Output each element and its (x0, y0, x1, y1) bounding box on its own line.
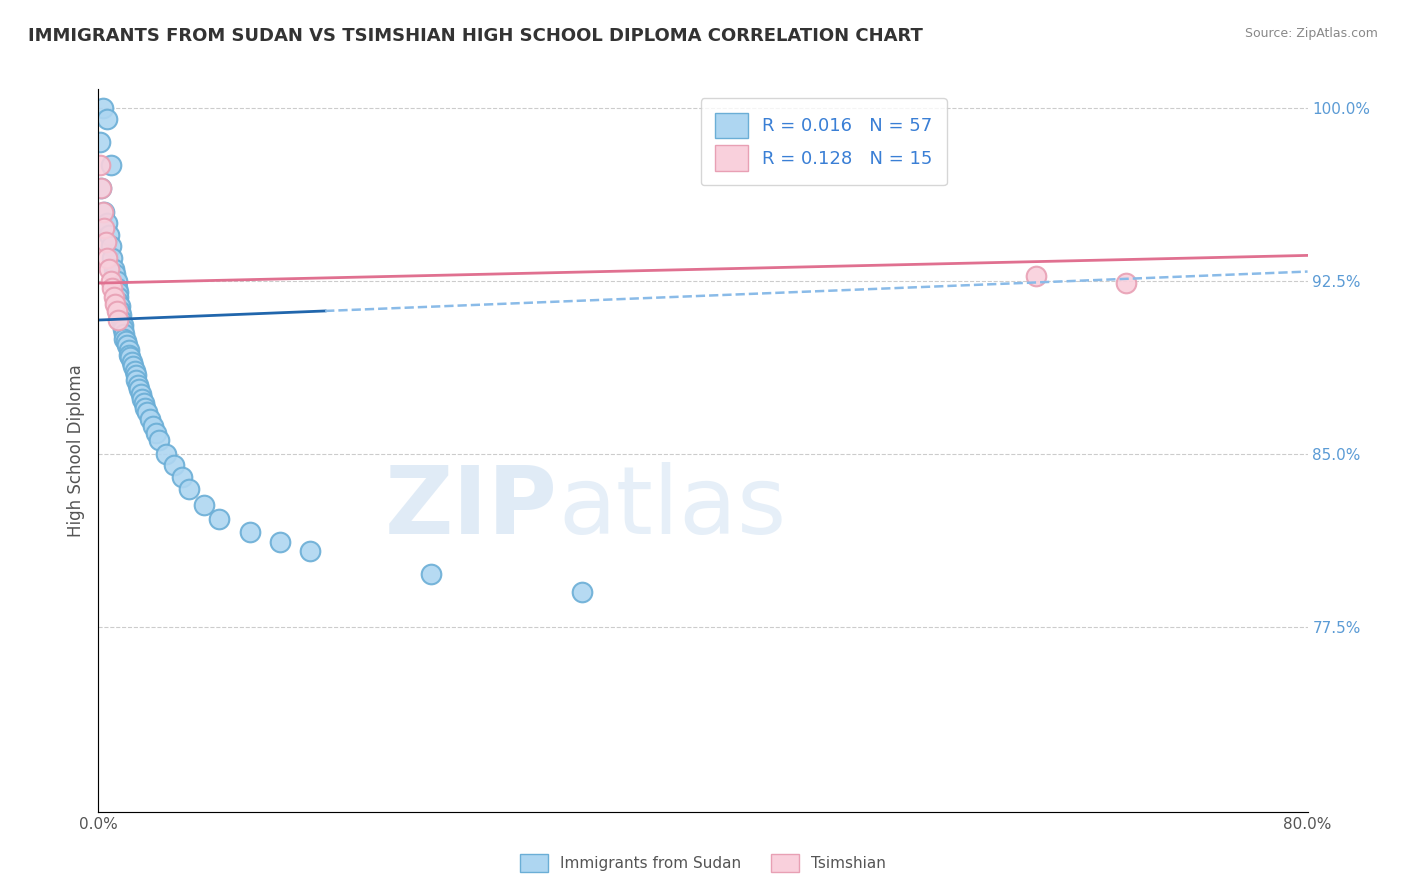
Point (111, 322, 134, 336)
Point (124, 364, 146, 378)
Point (112, 326, 135, 341)
Point (118, 343, 141, 357)
Point (110, 313, 132, 327)
Point (114, 334, 136, 348)
Point (107, 294, 129, 309)
Point (90, 181, 112, 195)
Point (100, 239, 122, 253)
Y-axis label: High School Diploma: High School Diploma (66, 364, 84, 537)
Point (94, 235, 117, 249)
Point (134, 401, 156, 415)
Point (108, 299, 131, 313)
Point (101, 281, 124, 295)
Point (91, 204, 114, 219)
Point (90, 181, 112, 195)
Point (89, 158, 111, 172)
Point (299, 544, 322, 558)
Point (135, 405, 157, 419)
Point (131, 392, 153, 406)
Point (118, 348, 141, 362)
Point (107, 285, 129, 300)
Point (125, 368, 148, 383)
Point (103, 262, 125, 277)
Point (115, 338, 138, 352)
Text: IMMIGRANTS FROM SUDAN VS TSIMSHIAN HIGH SCHOOL DIPLOMA CORRELATION CHART: IMMIGRANTS FROM SUDAN VS TSIMSHIAN HIGH … (28, 27, 922, 45)
Point (120, 350, 142, 364)
Point (105, 303, 128, 318)
Point (96, 216, 118, 230)
Point (571, 585, 593, 599)
Point (100, 274, 122, 288)
Point (170, 470, 193, 484)
Point (193, 498, 215, 512)
Point (155, 447, 177, 461)
Point (96, 251, 118, 265)
Point (105, 274, 128, 288)
Point (125, 373, 148, 387)
Point (148, 433, 170, 447)
Point (127, 377, 149, 392)
Point (107, 290, 129, 304)
Point (111, 318, 134, 332)
Point (132, 396, 155, 410)
Point (420, 566, 443, 581)
Point (93, 204, 115, 219)
Point (101, 251, 124, 265)
Point (110, 309, 132, 323)
Text: ZIP: ZIP (385, 462, 558, 554)
Point (122, 359, 145, 374)
Point (239, 525, 262, 540)
Point (104, 267, 127, 281)
Point (121, 354, 143, 368)
Point (142, 419, 165, 434)
Point (1024, 269, 1046, 284)
Point (128, 382, 150, 396)
Point (104, 297, 127, 311)
Point (208, 511, 231, 525)
Point (89, 136, 111, 150)
Point (108, 303, 131, 318)
Point (179, 482, 201, 496)
Point (93, 220, 115, 235)
Point (103, 290, 125, 304)
Point (139, 412, 162, 426)
Point (269, 534, 291, 549)
Point (98, 262, 121, 277)
Point (129, 387, 152, 401)
Point (98, 227, 121, 242)
Legend: Immigrants from Sudan, Tsimshian: Immigrants from Sudan, Tsimshian (512, 846, 894, 880)
Point (107, 313, 129, 327)
Point (105, 281, 128, 295)
Point (112, 331, 135, 345)
Legend: R = 0.016   N = 57, R = 0.128   N = 15: R = 0.016 N = 57, R = 0.128 N = 15 (700, 98, 948, 186)
Text: atlas: atlas (558, 462, 786, 554)
Point (1115, 276, 1137, 290)
Point (100, 158, 122, 172)
Text: Source: ZipAtlas.com: Source: ZipAtlas.com (1244, 27, 1378, 40)
Point (163, 458, 186, 473)
Point (91, 101, 114, 115)
Point (145, 426, 167, 441)
Point (96, 112, 118, 127)
